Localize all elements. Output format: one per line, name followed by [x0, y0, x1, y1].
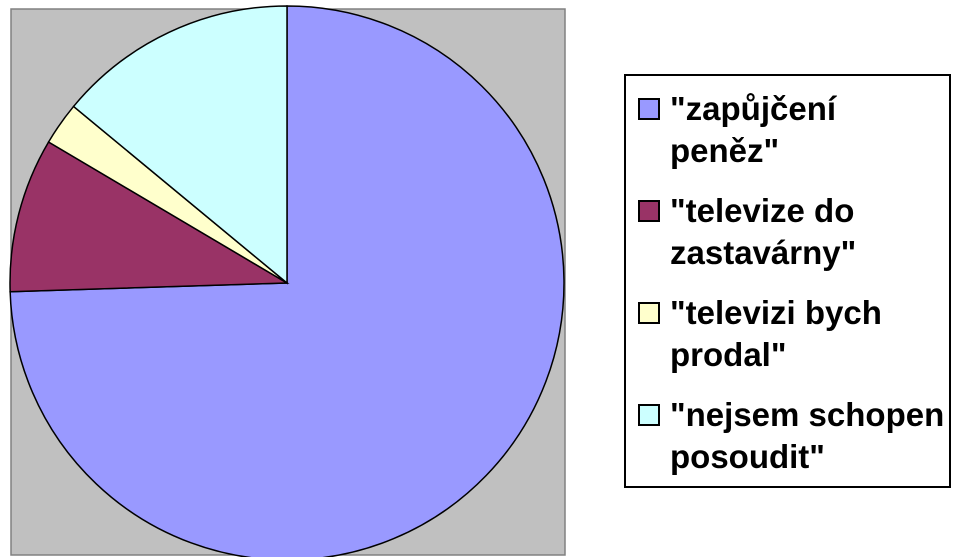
- legend: "zapůjčení peněz" "televize do zastavárn…: [624, 74, 951, 488]
- legend-swatch: [638, 200, 660, 222]
- legend-swatch: [638, 98, 660, 120]
- legend-swatch: [638, 302, 660, 324]
- legend-swatch: [638, 404, 660, 426]
- pie-slice: [9, 140, 290, 293]
- pie-slices: [9, 5, 565, 557]
- pie-slice: [72, 5, 288, 285]
- legend-label: "televizi bych prodal": [670, 294, 882, 373]
- legend-label: "nejsem schopen posoudit": [670, 396, 945, 475]
- legend-label: "zapůjčení peněz": [670, 90, 837, 169]
- legend-label: "televize do zastavárny": [670, 192, 857, 271]
